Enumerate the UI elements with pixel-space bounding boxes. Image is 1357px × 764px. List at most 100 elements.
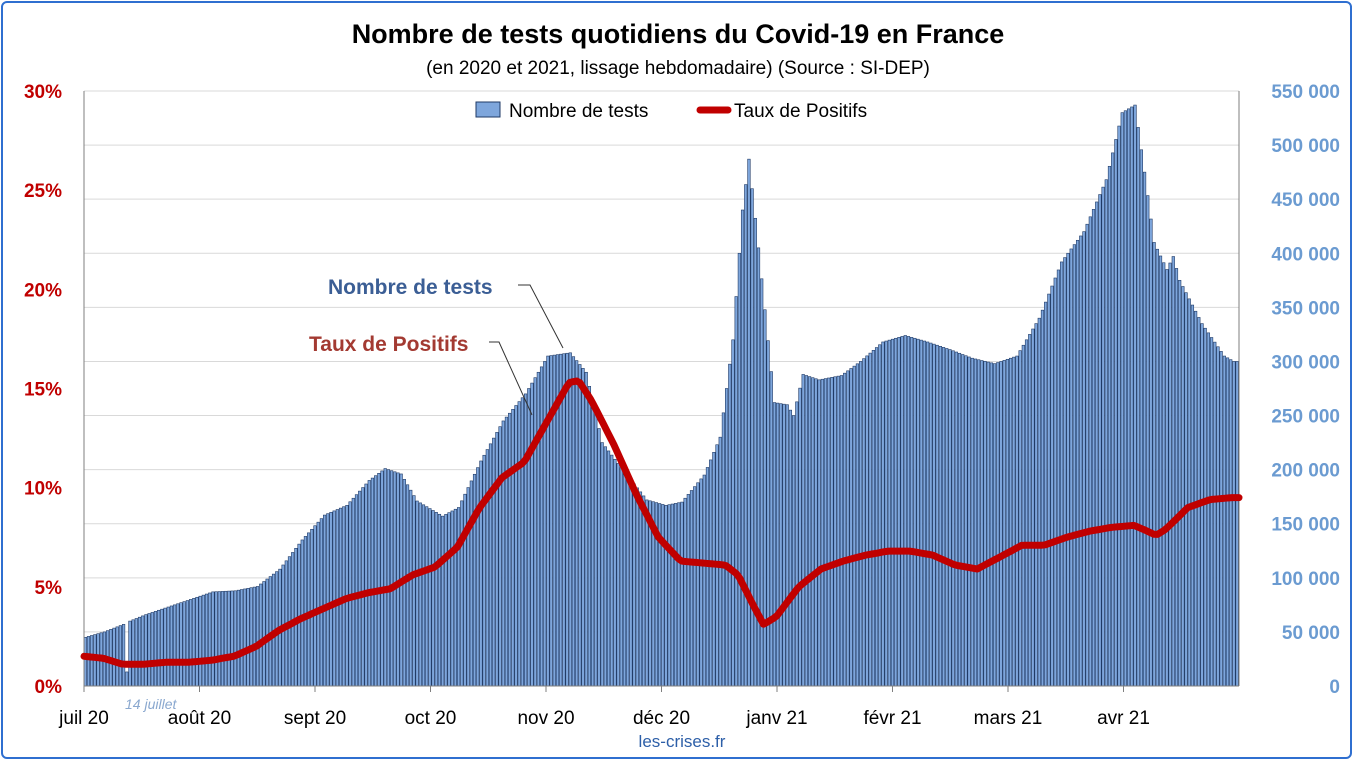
- bar-tests: [788, 409, 793, 687]
- bar-tests: [447, 512, 451, 687]
- bar-tests: [153, 611, 158, 687]
- bar-tests: [890, 338, 895, 687]
- bar-tests: [941, 347, 946, 687]
- y-left-tick-label: 15%: [24, 380, 62, 401]
- bar-tests: [90, 635, 94, 687]
- bar-tests: [581, 368, 585, 687]
- bar-tests: [603, 446, 607, 687]
- bar-tests: [1095, 201, 1099, 687]
- x-tick-label: août 20: [168, 708, 231, 729]
- bar-tests: [227, 590, 231, 687]
- bar-tests: [517, 401, 521, 687]
- bar-tests: [543, 361, 547, 687]
- y-left-tick-label: 30%: [24, 82, 62, 103]
- bar-tests: [989, 362, 994, 687]
- bar-tests: [622, 471, 627, 687]
- bar-tests: [495, 432, 499, 687]
- bar-tests: [804, 375, 808, 687]
- bar-tests: [147, 613, 151, 687]
- legend: Nombre de tests Taux de Positifs: [475, 101, 867, 122]
- bar-tests: [188, 599, 193, 687]
- bar-tests: [862, 358, 866, 687]
- bar-tests: [144, 614, 148, 687]
- bar-tests: [996, 362, 1000, 687]
- bar-tests: [734, 296, 738, 687]
- bar-tests: [696, 482, 700, 687]
- bar-tests: [224, 590, 228, 687]
- bar-tests: [1162, 262, 1166, 687]
- bar-tests: [961, 354, 965, 687]
- bar-tests: [479, 460, 483, 687]
- bar-tests: [176, 603, 180, 687]
- bar-tests: [807, 376, 812, 687]
- bar-tests: [606, 450, 611, 687]
- bar-tests: [128, 620, 132, 687]
- bar-tests: [316, 521, 320, 687]
- bar-tests: [141, 615, 145, 687]
- y-right-tick-label: 350 000: [1271, 298, 1340, 319]
- bar-tests: [1171, 256, 1175, 687]
- bar-tests: [1133, 104, 1137, 687]
- bar-tests: [686, 494, 690, 687]
- bar-tests: [134, 618, 138, 687]
- bar-tests: [1219, 351, 1223, 687]
- bar-tests: [1225, 357, 1230, 687]
- x-tick-label: juil 20: [58, 708, 109, 729]
- bar-tests: [855, 363, 860, 687]
- x-tick-label: avr 21: [1097, 708, 1150, 729]
- bar-tests: [887, 339, 891, 687]
- bar-tests: [1181, 286, 1185, 687]
- bar-tests: [871, 350, 875, 687]
- bar-tests: [1232, 361, 1236, 687]
- bar-tests: [1139, 149, 1143, 687]
- legend-label-positifs: Taux de Positifs: [734, 101, 867, 122]
- bar-tests: [428, 508, 432, 687]
- bar-tests: [418, 502, 422, 687]
- bar-tests: [1098, 194, 1102, 687]
- bar-tests: [501, 420, 505, 687]
- bar-tests: [874, 347, 879, 687]
- bar-tests: [1152, 242, 1156, 687]
- bar-tests: [405, 484, 410, 687]
- bar-tests: [772, 402, 777, 687]
- bar-tests: [999, 361, 1003, 687]
- y-left-tick-label: 25%: [24, 181, 62, 202]
- bar-tests: [192, 598, 196, 687]
- bar-tests: [1024, 339, 1029, 687]
- bar-tests: [511, 409, 515, 687]
- bar-tests: [763, 309, 767, 687]
- bar-tests: [86, 636, 91, 687]
- bar-tests: [1111, 152, 1115, 687]
- bar-tests: [1018, 350, 1022, 687]
- bar-tests: [201, 594, 205, 687]
- bar-tests: [166, 606, 170, 687]
- bar-tests: [667, 504, 671, 687]
- bar-tests: [393, 471, 397, 687]
- right-axis-ticks: 0 50 000 100 000 150 000 200 000 250 000 300 0…: [1271, 82, 1340, 698]
- bar-tests: [1222, 355, 1226, 687]
- bar-tests: [664, 505, 668, 687]
- bar-tests: [906, 336, 911, 687]
- bar-tests: [508, 412, 512, 687]
- bar-tests: [236, 589, 241, 687]
- bar-tests: [993, 363, 997, 687]
- annotation-positifs-label: Taux de Positifs: [309, 333, 468, 356]
- bar-tests: [380, 470, 384, 687]
- bar-tests: [951, 350, 955, 687]
- bar-tests: [680, 501, 684, 687]
- bar-tests: [409, 489, 413, 687]
- bar-tests: [1142, 171, 1147, 687]
- bar-tests: [332, 510, 336, 687]
- bar-tests: [977, 359, 981, 687]
- bar-tests: [1178, 280, 1182, 687]
- bar-tests: [169, 605, 174, 687]
- bar-tests: [702, 474, 706, 687]
- bar-tests: [383, 468, 387, 687]
- bar-tests: [843, 372, 847, 687]
- bar-tests: [214, 591, 218, 687]
- bar-tests: [370, 477, 375, 687]
- bar-tests: [970, 357, 974, 687]
- bar-tests: [626, 475, 630, 687]
- bar-tests: [884, 340, 888, 687]
- bar-tests: [1158, 255, 1163, 687]
